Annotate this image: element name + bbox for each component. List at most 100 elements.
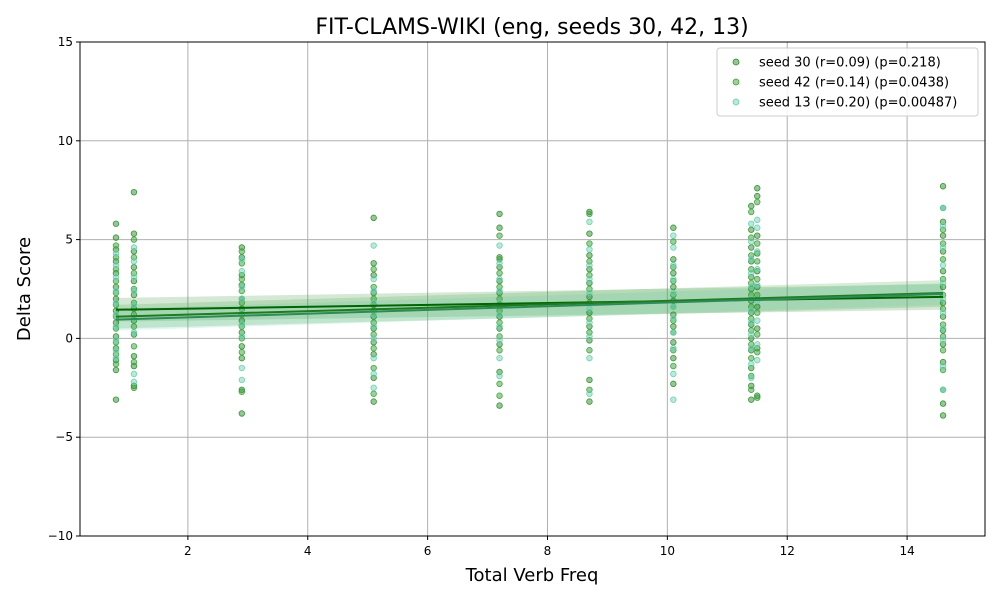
legend-marker — [732, 58, 740, 66]
data-point — [238, 323, 246, 330]
fit-line-seed-1 — [115, 291, 944, 318]
data-point — [112, 301, 120, 309]
data-point — [754, 309, 761, 316]
data-point — [754, 232, 761, 239]
data-point — [130, 287, 138, 295]
data-point — [130, 285, 138, 293]
data-point — [754, 250, 761, 257]
data-point — [586, 246, 593, 253]
data-point — [112, 289, 120, 297]
data-point — [112, 337, 120, 344]
data-point — [748, 396, 755, 403]
data-point — [130, 352, 138, 360]
data-point — [670, 362, 677, 370]
data-point — [130, 273, 138, 281]
data-point — [496, 380, 503, 388]
data-point — [112, 220, 120, 227]
data-point — [586, 289, 593, 297]
legend-entry: seed 30 (r=0.09) (p=0.218) — [759, 56, 941, 71]
y-tick-label: 10 — [58, 134, 73, 148]
data-point — [130, 188, 138, 196]
data-point — [496, 269, 503, 277]
data-point — [130, 329, 138, 336]
data-point — [670, 323, 677, 330]
data-point — [238, 364, 246, 372]
data-point — [939, 256, 947, 263]
data-point — [130, 258, 138, 265]
data-point — [939, 325, 947, 332]
data-point — [496, 311, 503, 318]
data-point — [754, 192, 761, 200]
data-point — [670, 277, 677, 285]
data-point — [586, 390, 593, 397]
x-tick-label: 2 — [184, 544, 192, 558]
data-point — [130, 299, 138, 307]
x-tick-label: 4 — [304, 544, 312, 558]
data-point — [112, 347, 120, 354]
data-point — [586, 398, 593, 405]
data-point — [112, 287, 120, 295]
data-point — [370, 275, 377, 283]
legend-entry: seed 13 (r=0.20) (p=0.00487) — [759, 96, 957, 111]
data-point — [496, 402, 503, 409]
data-point — [939, 347, 947, 354]
data-point — [370, 354, 377, 362]
data-point — [748, 244, 755, 251]
y-tick-label: −10 — [48, 529, 73, 543]
data-point — [238, 388, 246, 395]
x-axis-label: Total Verb Freq — [465, 565, 599, 586]
data-point — [238, 343, 246, 350]
x-tick-label: 6 — [424, 544, 432, 558]
data-point — [370, 323, 377, 330]
x-tick-label: 14 — [899, 544, 914, 558]
data-point — [112, 273, 120, 281]
data-point — [939, 204, 947, 212]
data-point — [496, 260, 503, 267]
data-point — [754, 341, 761, 348]
data-point — [586, 354, 593, 362]
data-point — [586, 333, 593, 340]
data-point — [130, 323, 138, 330]
data-point — [112, 360, 120, 368]
data-point — [670, 370, 677, 378]
data-point — [586, 319, 593, 326]
data-point — [586, 240, 593, 247]
data-point — [112, 325, 120, 332]
data-point — [496, 275, 503, 283]
data-point — [754, 325, 761, 332]
data-point — [130, 244, 138, 251]
data-point — [939, 232, 947, 239]
data-point — [754, 198, 761, 206]
data-point — [586, 230, 593, 237]
data-point — [238, 256, 246, 263]
data-point — [370, 214, 377, 222]
data-point — [112, 323, 120, 330]
data-point — [238, 410, 246, 417]
data-point — [130, 378, 138, 386]
data-point — [370, 370, 377, 378]
legend-marker — [732, 78, 740, 86]
legend: seed 30 (r=0.09) (p=0.218) seed 42 (r=0.1… — [716, 47, 979, 117]
data-point — [370, 384, 377, 391]
data-point — [939, 183, 947, 190]
data-point — [748, 360, 755, 368]
data-point — [130, 343, 138, 350]
data-point — [754, 248, 761, 255]
data-point — [754, 224, 761, 231]
data-point — [748, 354, 755, 362]
data-point — [496, 354, 503, 362]
data-point — [112, 396, 120, 403]
data-point — [939, 244, 947, 251]
data-point — [112, 339, 120, 346]
y-tick-label: 5 — [65, 233, 73, 247]
data-point — [112, 299, 120, 307]
x-tick-label: 10 — [660, 544, 675, 558]
data-point — [670, 269, 677, 277]
data-point — [670, 264, 677, 271]
data-point — [670, 317, 677, 324]
data-point — [754, 303, 761, 310]
data-point — [939, 262, 947, 269]
data-point — [496, 242, 503, 249]
data-point — [748, 283, 755, 291]
